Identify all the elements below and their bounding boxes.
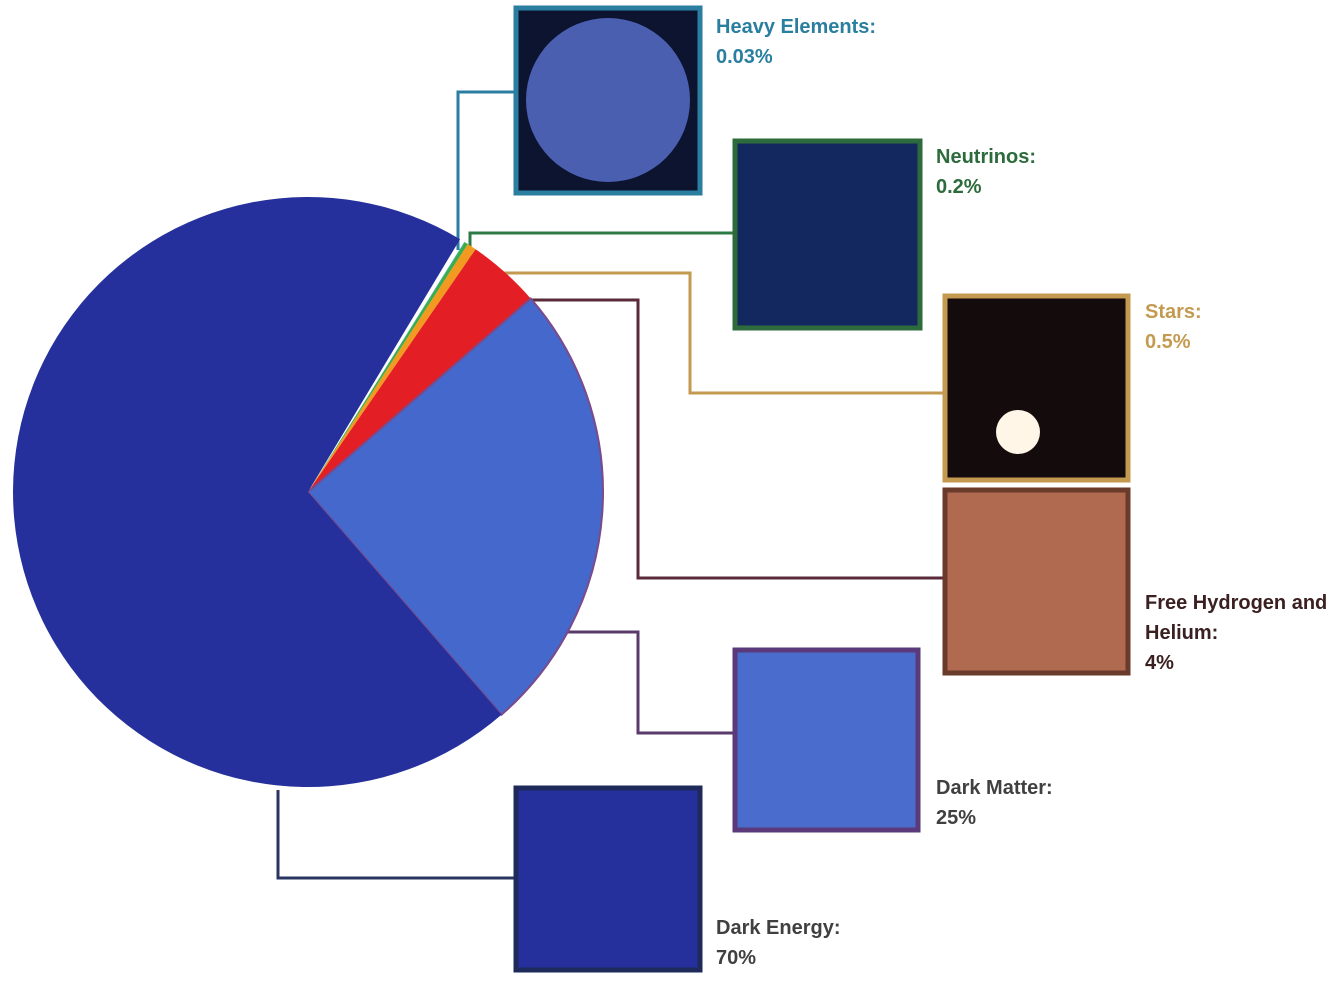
connector	[522, 298, 945, 580]
label-text: Neutrinos:	[936, 146, 1036, 168]
slice-label: Heavy Elements: 0.03%	[716, 12, 976, 72]
connector	[568, 630, 735, 735]
slice-label: Free Hydrogen and Helium: 4%	[1145, 588, 1328, 678]
pie-slice	[308, 242, 468, 492]
label-text: 25%	[936, 807, 977, 829]
slice-label: Stars: 0.5%	[1145, 297, 1325, 357]
pie	[13, 197, 605, 787]
label-text: Stars:	[1145, 301, 1202, 323]
label-text: 0.5%	[1145, 331, 1191, 353]
connector	[490, 271, 945, 395]
label-text: 4%	[1145, 652, 1174, 674]
label-text: 0.2%	[936, 176, 982, 198]
nebula-image	[942, 487, 1131, 676]
connector	[276, 790, 516, 880]
dark-matter-image	[732, 647, 921, 833]
connector	[456, 90, 516, 250]
pie-slice	[308, 249, 531, 492]
pie-slice	[13, 197, 502, 787]
stars-image	[996, 410, 1040, 454]
pie-slice	[308, 244, 476, 492]
label-text: 70%	[716, 947, 757, 969]
slice-label: Neutrinos: 0.2%	[936, 142, 1196, 202]
label-text: 0.03%	[716, 46, 773, 68]
earth-image	[526, 18, 690, 182]
picture-boxes	[513, 5, 1131, 973]
connector	[468, 231, 735, 262]
pie-slice	[308, 241, 465, 492]
dark-energy-image	[513, 785, 703, 973]
label-text: Dark Matter:	[936, 777, 1053, 799]
slice-label: Dark Matter: 25%	[936, 773, 1196, 833]
label-text: Free Hydrogen and Helium:	[1145, 592, 1328, 644]
label-text: Dark Energy:	[716, 917, 841, 939]
label-text: Heavy Elements:	[716, 16, 877, 38]
neutrino-image	[732, 138, 923, 331]
stars-image	[942, 293, 1131, 483]
slice-label: Dark Energy: 70%	[716, 913, 976, 973]
pie-slice	[306, 297, 605, 717]
